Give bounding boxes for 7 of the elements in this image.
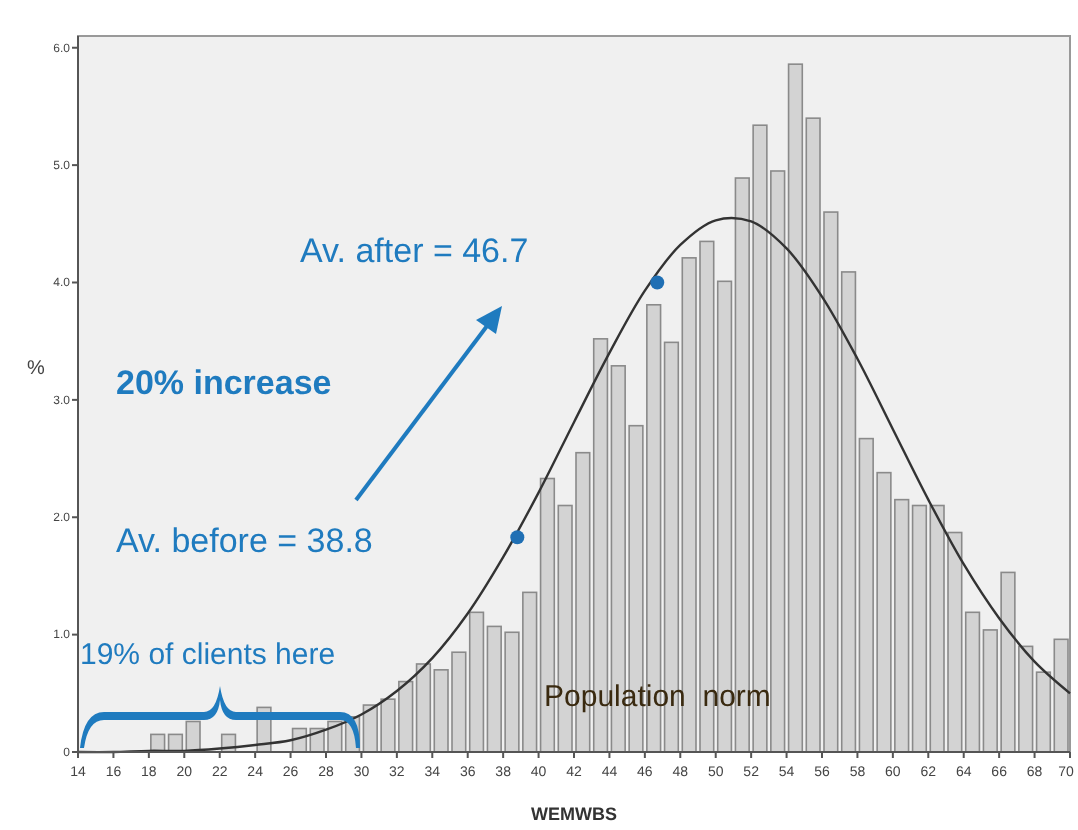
- annotation: Av. after = 46.7: [300, 232, 529, 270]
- annotation: 19% of clients here: [80, 638, 336, 672]
- annotation: Av. before = 38.8: [116, 522, 373, 560]
- annotation: 20% increase: [116, 364, 332, 402]
- x-axis-title: WEMWBS: [531, 804, 617, 824]
- annotation: Population norm: [544, 680, 771, 714]
- y-axis-title: %: [27, 358, 46, 380]
